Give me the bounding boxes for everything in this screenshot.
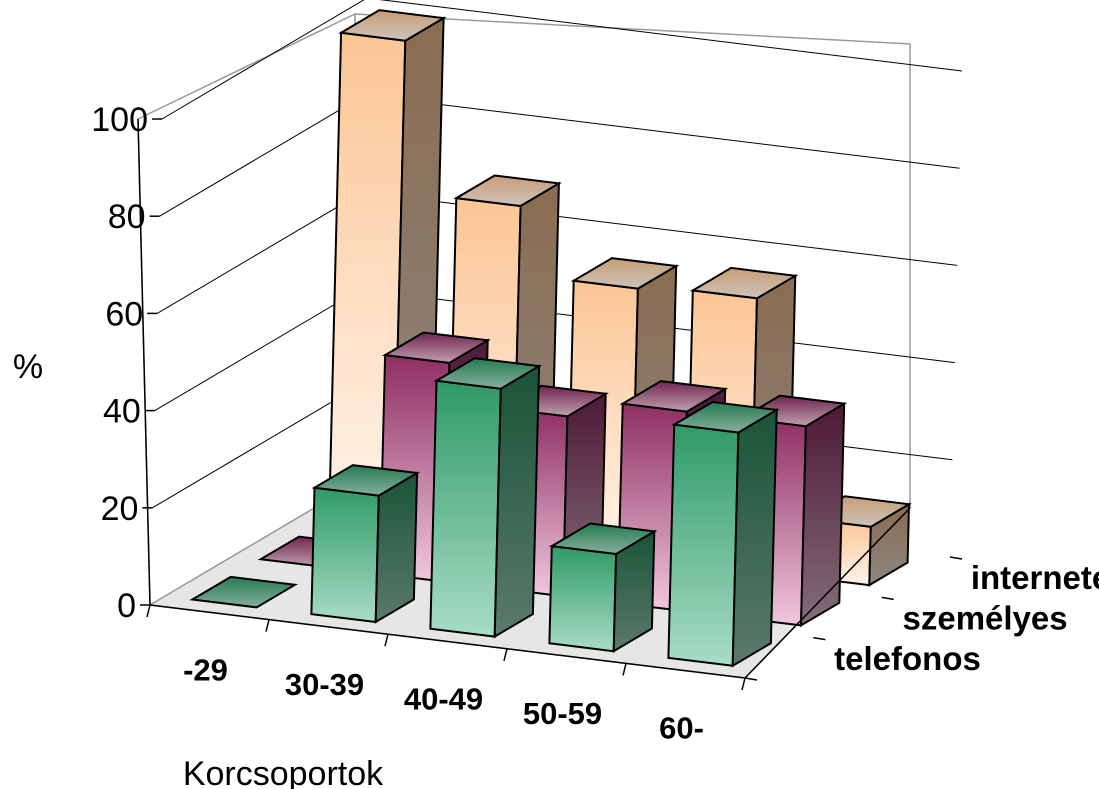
bar-top (382, 331, 491, 364)
bar-top (453, 174, 562, 208)
x-tick (384, 634, 389, 647)
bar-top-shade (192, 576, 295, 608)
bar-top-shade (692, 267, 796, 299)
depth-tick (744, 677, 758, 681)
bar-top-shade (456, 175, 559, 206)
depth-tick (949, 556, 963, 560)
x-tick (146, 604, 151, 618)
tick-marks (140, 118, 963, 691)
bar-top-shade (622, 381, 726, 412)
bar-top (311, 464, 421, 497)
x-tick-labels: -29 30-39 40-49 50-59 60- (183, 652, 704, 745)
bar-top-shade (674, 402, 777, 433)
y-tick-label: 20 (101, 490, 139, 528)
bar-front (548, 544, 618, 653)
x-tick (741, 677, 746, 691)
depth-tick (881, 596, 894, 601)
x-tick (622, 663, 627, 676)
bar-top-shade (385, 332, 488, 363)
bar-side-shade (613, 531, 655, 652)
bar-side-shade (801, 403, 845, 626)
bar-front (667, 423, 740, 667)
x-tick-label: 30-39 (285, 667, 364, 702)
bar-side-shade (732, 409, 777, 666)
bar (429, 357, 543, 639)
bar-top (570, 257, 680, 290)
bar (310, 464, 421, 624)
bar-top (433, 357, 543, 390)
bar-top-shade (341, 10, 444, 41)
y-axis-line (137, 118, 151, 606)
bar-front (310, 486, 380, 624)
bar-side-shade (869, 504, 909, 586)
x-tick (503, 648, 508, 661)
y-tick-label: 0 (117, 587, 136, 625)
bar-top (689, 266, 799, 300)
bar-side-shade (494, 366, 540, 637)
x-tick-label: 50-59 (523, 696, 602, 731)
series-label: telefonos (834, 640, 981, 677)
bar (548, 522, 658, 653)
bar-top-shade (314, 465, 418, 496)
bar-side-shade (375, 473, 418, 622)
y-tick-label: 60 (105, 295, 143, 333)
bar (189, 575, 298, 609)
y-tick-label: 80 (108, 198, 146, 236)
x-tick (265, 619, 270, 632)
x-axis-line (149, 604, 746, 679)
axes (137, 118, 911, 679)
bar-top (189, 575, 298, 609)
series-label: internetes (971, 559, 1099, 596)
bar-top-shade (436, 358, 540, 389)
bar-top (619, 380, 729, 413)
y-axis-title: % (13, 348, 43, 386)
depth-axis-line (744, 507, 911, 679)
x-tick-label: 40-49 (404, 682, 483, 717)
y-tick-label: 40 (103, 393, 141, 431)
y-tick-label: 100 (91, 101, 148, 139)
y-tick-labels: 0 20 40 60 80 100 (91, 101, 148, 625)
depth-tick (813, 636, 826, 641)
x-tick-label: -29 (183, 652, 228, 687)
bar-top-shade (551, 523, 655, 554)
bar-top (548, 522, 658, 556)
bar-top (338, 9, 447, 42)
x-axis-title: Korcsoportok (183, 755, 384, 789)
bar-front (429, 379, 502, 638)
bar-top-shade (573, 258, 677, 289)
bars (189, 9, 913, 668)
gridline (161, 0, 963, 120)
bar-top (671, 400, 780, 434)
bar (667, 400, 780, 668)
series-label: személyes (903, 600, 1068, 637)
x-tick-label: 60- (659, 711, 704, 746)
